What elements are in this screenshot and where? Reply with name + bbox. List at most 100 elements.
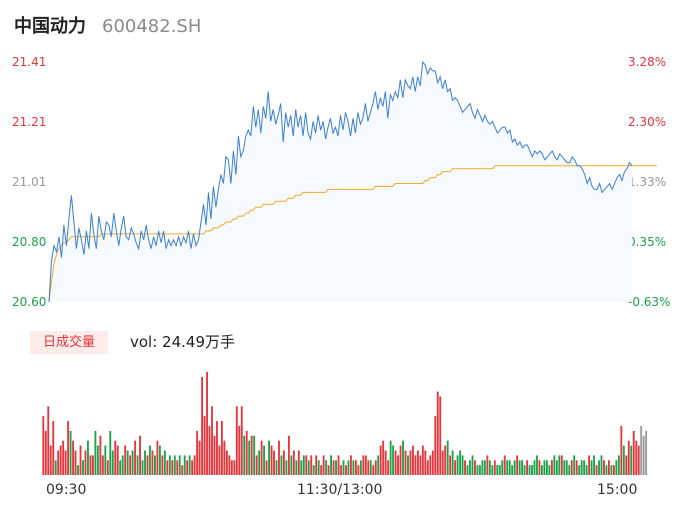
volume-bar: [260, 440, 263, 475]
volume-bar: [203, 416, 206, 475]
volume-bar: [627, 440, 630, 475]
volume-bar: [367, 460, 370, 475]
volume-bar: [536, 455, 538, 475]
volume-bar: [454, 460, 457, 475]
volume-bar: [528, 465, 531, 475]
volume-bar: [154, 455, 156, 475]
time-tick: 11:30/13:00: [297, 482, 383, 498]
volume-bar: [622, 445, 625, 475]
volume-bar: [345, 465, 347, 475]
volume-bar: [608, 460, 610, 475]
volume-bar: [124, 445, 127, 475]
volume-bar: [84, 450, 87, 475]
volume-bar: [255, 455, 258, 475]
volume-bar: [508, 460, 511, 475]
volume-bar: [198, 440, 201, 475]
volume-bar: [248, 440, 251, 475]
volume-bar: [575, 460, 578, 475]
price-tick: 21.41: [12, 55, 47, 69]
volume-bar: [340, 465, 342, 475]
volume-bar: [526, 460, 528, 475]
volume-bar: [481, 460, 484, 475]
volume-bar: [176, 460, 179, 475]
volume-bar: [568, 465, 571, 475]
volume-bar: [178, 455, 181, 475]
volume-bar: [620, 425, 623, 475]
volume-bar: [590, 460, 593, 475]
volume-bar: [394, 450, 397, 475]
volume-bar: [565, 460, 568, 475]
volume-bar: [265, 460, 268, 475]
volume-bar: [637, 445, 640, 475]
volume-bar: [186, 460, 189, 475]
volume-bar: [233, 460, 236, 475]
volume-bar: [183, 455, 186, 475]
volume-bar: [506, 460, 509, 475]
volume-bar: [258, 450, 261, 475]
volume-bar: [570, 460, 573, 475]
volume-bar: [364, 455, 367, 475]
volume-bar: [327, 465, 330, 475]
volume-bar: [555, 460, 558, 475]
pct-tick: 0.35%: [628, 235, 667, 249]
volume-bar: [173, 455, 176, 475]
price-area-fill: [49, 62, 632, 302]
volume-bar: [263, 445, 266, 475]
volume-bar: [439, 396, 442, 475]
volume-bar: [392, 445, 395, 475]
volume-bar: [342, 460, 345, 475]
volume-bar: [223, 440, 226, 475]
volume-bar: [389, 440, 392, 475]
volume-bar: [369, 460, 372, 475]
volume-bar: [531, 465, 533, 475]
volume-bar: [131, 450, 134, 475]
volume-bar: [211, 406, 213, 475]
volume-bar: [605, 465, 608, 475]
volume-bar: [149, 445, 151, 475]
volume-bar: [632, 430, 635, 475]
average-price-line: [48, 165, 657, 303]
volume-bar: [213, 435, 216, 475]
volume-bar: [459, 450, 462, 475]
volume-bar: [302, 455, 305, 475]
stock-header: 中国动力 600482.SH: [14, 12, 201, 42]
daily-volume-tab[interactable]: 日成交量: [30, 331, 108, 354]
pct-tick: -0.63%: [628, 295, 671, 309]
volume-bar: [511, 465, 514, 475]
volume-bar: [588, 455, 591, 475]
volume-bar: [521, 460, 524, 475]
volume-bar: [491, 465, 494, 475]
volume-bar: [387, 460, 390, 475]
volume-bar: [446, 440, 449, 475]
volume-bar: [94, 430, 97, 475]
volume-bar: [278, 440, 280, 475]
price-line: [48, 60, 633, 303]
volume-bar: [49, 445, 52, 475]
volume-bar: [451, 450, 454, 475]
volume-bar: [379, 445, 382, 475]
volume-bar: [181, 465, 184, 475]
volume-bar: [553, 455, 556, 475]
stock-code: 600482.SH: [102, 16, 202, 37]
volume-bars: [42, 372, 648, 475]
volume-bar: [421, 445, 424, 475]
volume-bar: [354, 460, 357, 475]
volume-bar: [297, 450, 300, 475]
volume-bar: [109, 430, 112, 475]
volume-bar: [409, 450, 412, 475]
volume-bar: [402, 440, 404, 475]
volume-bar: [630, 445, 633, 475]
volume-bar: [104, 445, 107, 475]
volume-bar: [501, 460, 504, 475]
volume-bar: [419, 455, 422, 475]
volume-bar: [67, 421, 70, 475]
volume-bar: [330, 455, 333, 475]
volume-bar: [615, 460, 618, 475]
volume-bar: [305, 455, 308, 475]
volume-bar: [134, 440, 137, 475]
volume-bar: [523, 465, 526, 475]
volume-bar: [82, 460, 84, 475]
pct-tick: 3.28%: [628, 55, 667, 69]
volume-bar: [593, 455, 595, 475]
volume-bar: [292, 450, 295, 475]
